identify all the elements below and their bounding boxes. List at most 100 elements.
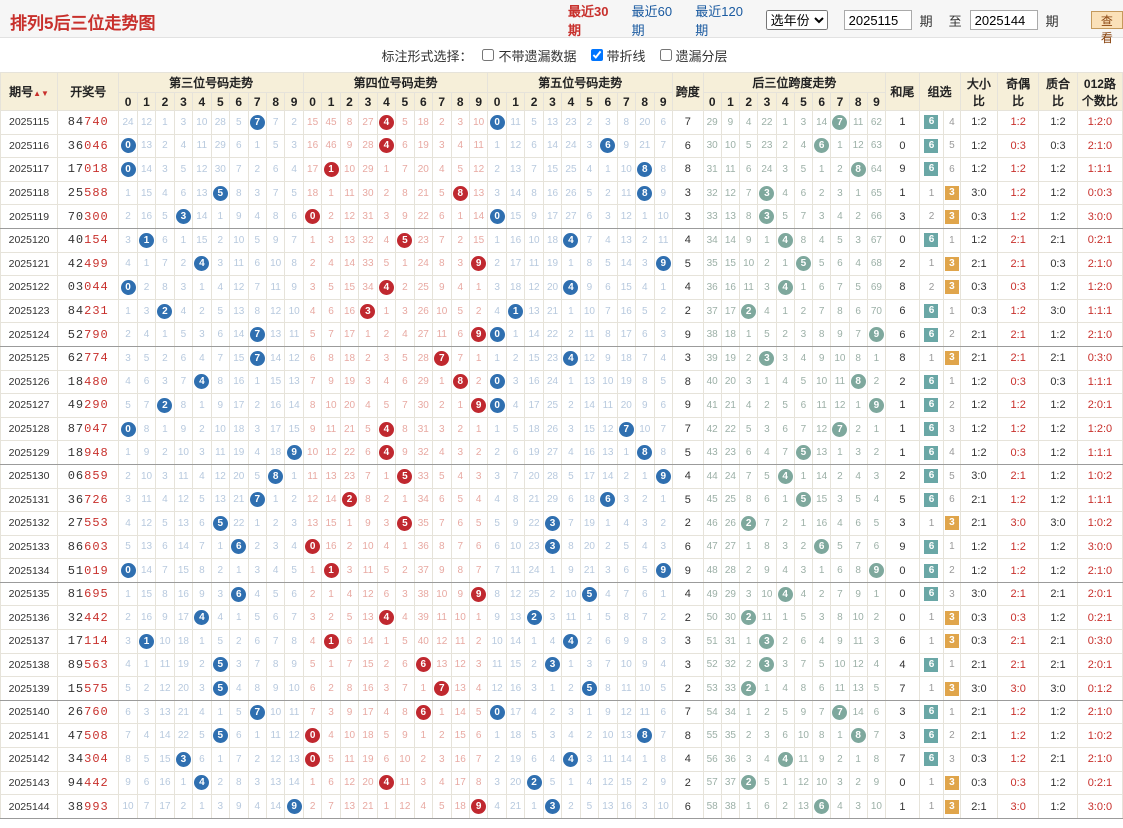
period-cell: 2025131 <box>0 487 59 513</box>
col-period[interactable]: 期号▲▼ <box>0 72 59 111</box>
digit-header-span-6: 6 <box>812 92 832 111</box>
road012-cell: 1:2:0 <box>1076 110 1123 135</box>
third-cell-0: 8 <box>118 747 138 772</box>
third-cell-3: 4 <box>173 298 194 324</box>
option-layered-checkbox[interactable] <box>659 49 672 61</box>
sum-tail-cell: 2 <box>885 251 920 277</box>
fourth-cell-4: 4 <box>376 110 397 135</box>
span-cell-6: 9 <box>812 345 832 371</box>
fourth-cell-0: 0 <box>302 534 323 560</box>
fourth-cell-4: 6 <box>376 581 397 607</box>
span-cell-0: 38 <box>702 322 722 347</box>
winning-number-cell: 17114 <box>57 629 120 654</box>
span-cell-9: 63 <box>866 133 887 159</box>
group-pick-extra-cell: 3 <box>943 345 961 371</box>
fourth-cell-3: 27 <box>358 110 378 135</box>
prime-cell: 3:0 <box>1038 298 1078 324</box>
third-cell-8: 7 <box>265 180 286 206</box>
third-cell-4: 4 <box>192 605 212 631</box>
road012-cell: 0:3:0 <box>1076 345 1123 371</box>
fourth-cell-9: 12 <box>468 157 489 182</box>
fifth-cell-4: 3 <box>561 416 581 442</box>
group-pick-cell: 2 <box>918 275 945 300</box>
fifth-cell-2: 19 <box>524 440 544 465</box>
group-pick-extra-cell: 1 <box>943 227 961 253</box>
fifth-ball: 4 <box>563 279 579 295</box>
digit-header-span-8: 8 <box>848 92 868 111</box>
view-button[interactable]: 查看 <box>1090 11 1123 45</box>
to-period-input[interactable] <box>969 10 1038 30</box>
table-row: 2025134 51019 0 14 7 15 8 2 1 3 4 5 1 1 3 11 5 2 37 9 8 7 7 11 2… <box>0 558 1123 583</box>
fifth-ball: 8 <box>637 728 653 744</box>
fourth-cell-4: 5 <box>376 251 397 277</box>
big-small-cell: 2:1 <box>959 322 999 347</box>
fifth-cell-5: 3 <box>579 652 600 678</box>
span-cell-2: 2 <box>739 605 759 631</box>
fifth-cell-1: 14 <box>505 629 526 654</box>
fourth-cell-3: 34 <box>358 275 378 300</box>
fifth-cell-1: 2 <box>505 345 526 371</box>
third-cell-6: 20 <box>229 463 249 489</box>
option-polyline-checkbox[interactable] <box>590 49 603 61</box>
third-cell-3: 1 <box>173 227 194 253</box>
fourth-cell-2: 5 <box>339 605 360 631</box>
fifth-cell-1: 4 <box>505 393 526 418</box>
period-link-120[interactable]: 最近120期 <box>695 4 743 38</box>
third-cell-7: 3 <box>247 416 267 442</box>
span-cell-0: 29 <box>702 110 722 135</box>
fourth-cell-1: 1 <box>321 581 341 607</box>
third-ball: 5 <box>212 185 228 201</box>
third-cell-8: 7 <box>265 629 286 654</box>
third-cell-1: 14 <box>136 558 157 583</box>
fifth-cell-9: 9 <box>653 180 673 206</box>
winning-front: 32 <box>67 610 85 625</box>
winning-back: 047 <box>84 422 109 437</box>
span-ball: 5 <box>795 256 811 272</box>
third-cell-3: 20 <box>173 676 194 701</box>
year-select[interactable]: 选年份 <box>765 10 828 30</box>
big-small-cell: 0:3 <box>959 204 999 229</box>
winning-front: 17 <box>67 634 85 649</box>
prime-cell: 1:2 <box>1038 558 1078 583</box>
span-ball: 2 <box>741 515 757 531</box>
fourth-cell-6: 28 <box>413 345 434 371</box>
fourth-cell-4: 4 <box>376 605 397 631</box>
period-link-60[interactable]: 最近60期 <box>631 4 673 38</box>
span-cell-8: 12 <box>848 133 868 159</box>
group-pick-extra-cell: 3 <box>943 605 961 631</box>
fifth-cell-0: 10 <box>487 629 507 654</box>
fifth-cell-2: 2 <box>524 652 544 678</box>
group-pick-cell: 1 <box>918 345 945 371</box>
option-no-miss[interactable]: 不带遗漏数据 <box>482 46 577 65</box>
third-cell-4: 14 <box>192 204 212 229</box>
fourth-cell-2: 10 <box>339 723 360 749</box>
third-cell-6: 1 <box>229 558 249 583</box>
fourth-cell-8: 3 <box>450 110 470 135</box>
third-cell-5: 30 <box>210 157 231 182</box>
span-cell-2: 2 <box>739 345 759 371</box>
sum-tail-cell: 0 <box>885 227 920 253</box>
span-cell-7: 4 <box>830 794 850 819</box>
group6-badge: 6 <box>924 705 939 720</box>
period-link-30[interactable]: 最近30期 <box>568 4 609 38</box>
from-period-input[interactable] <box>843 10 912 30</box>
fourth-ball: 6 <box>415 704 431 720</box>
fifth-cell-4: 26 <box>561 180 581 206</box>
third-cell-3: 12 <box>173 487 194 513</box>
fifth-cell-3: 3 <box>542 723 563 749</box>
fifth-cell-5: 1 <box>579 605 600 631</box>
span-cell-3: 10 <box>757 581 777 607</box>
option-polyline[interactable]: 带折线 <box>590 46 646 65</box>
winning-back: 508 <box>84 728 109 743</box>
option-no-miss-checkbox[interactable] <box>482 49 495 61</box>
third-cell-6: 12 <box>229 275 249 300</box>
span-cell-1: 20 <box>720 369 741 395</box>
fourth-ball: 4 <box>378 775 394 791</box>
group-pick-cell: 6 <box>918 723 945 749</box>
third-cell-5: 5 <box>210 298 231 324</box>
third-cell-4: 3 <box>192 440 212 465</box>
option-layered[interactable]: 遗漏分层 <box>659 46 728 65</box>
third-cell-0: 5 <box>118 534 138 560</box>
digit-header-fourth-4: 4 <box>376 92 397 111</box>
sort-arrow-icon[interactable]: ▲▼ <box>33 89 49 98</box>
